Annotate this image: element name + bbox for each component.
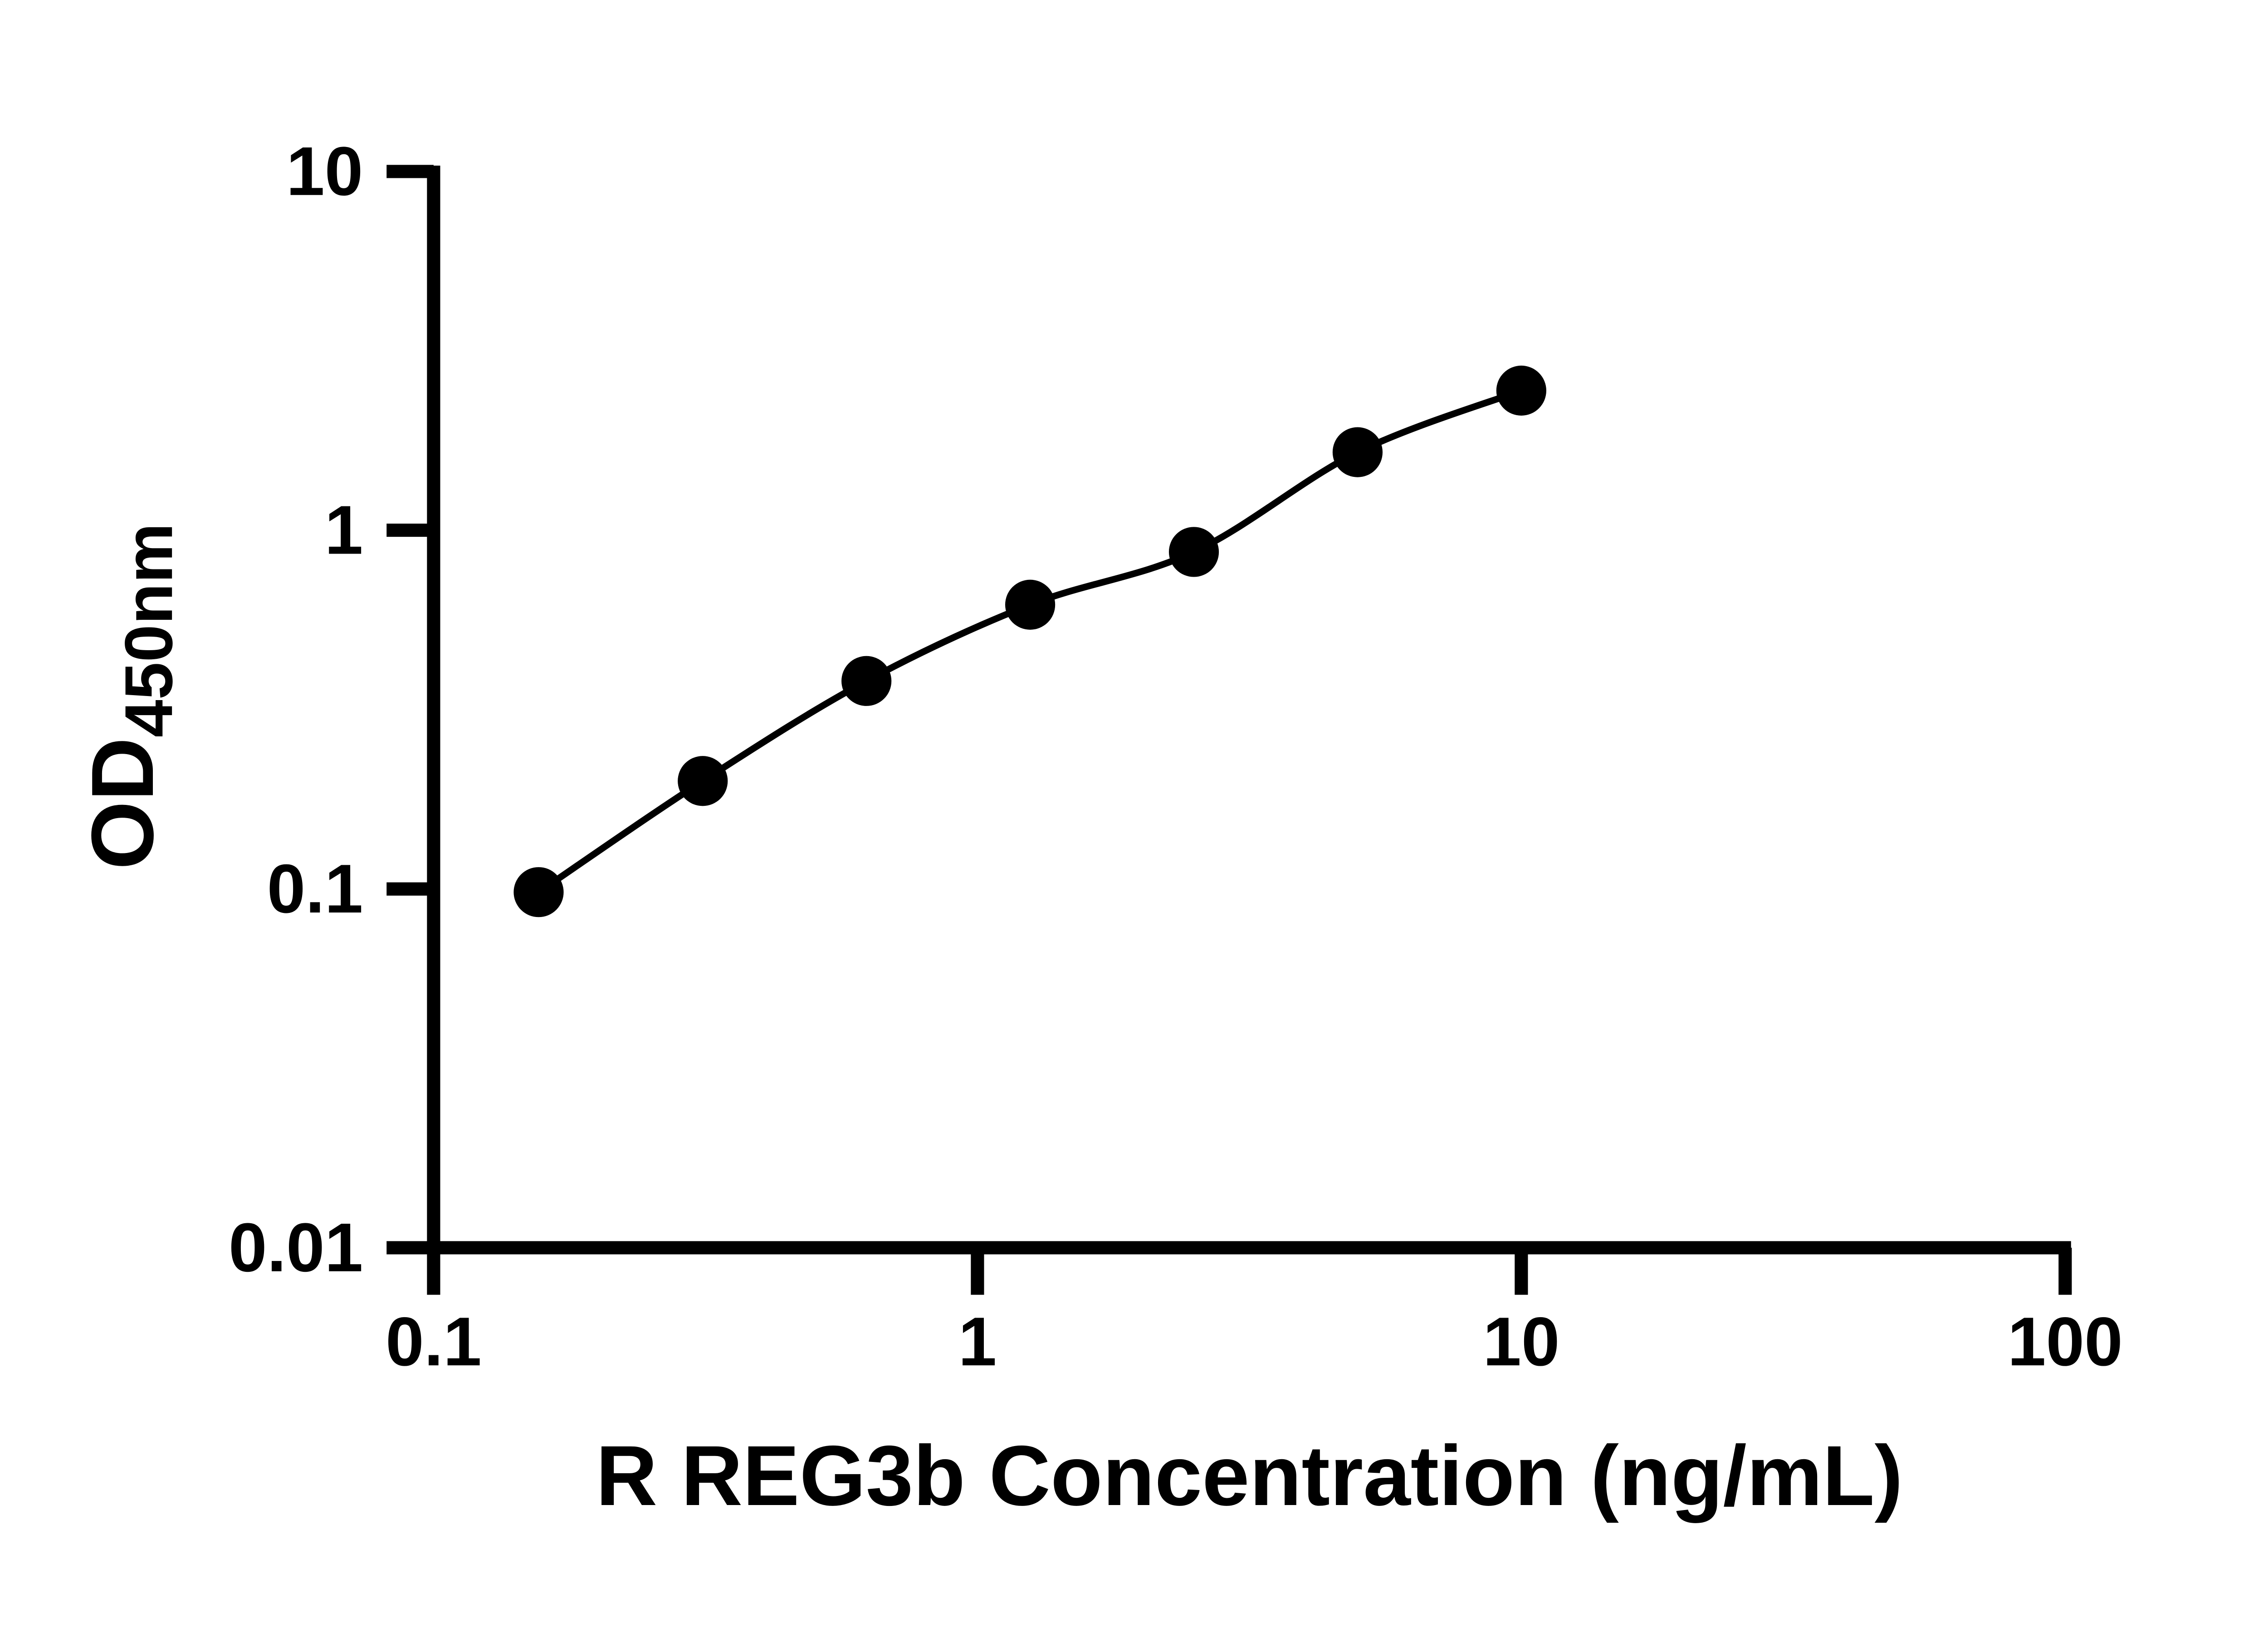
data-point <box>1168 527 1219 577</box>
y-tick-label: 10 <box>286 133 363 210</box>
y-axis-title: OD450nm <box>73 523 186 870</box>
plot-layer <box>513 365 1546 917</box>
x-tick-label: 100 <box>2008 1303 2123 1380</box>
y-tick-label: 0.1 <box>267 850 363 927</box>
data-point <box>841 656 892 706</box>
axes-layer: 0.01 0.1 1 10 0.1 1 10 100 <box>229 133 2123 1380</box>
data-point <box>1496 365 1546 416</box>
y-tick-label: 0.01 <box>229 1209 363 1286</box>
data-point <box>513 867 564 917</box>
data-point <box>1332 427 1383 477</box>
data-point <box>678 756 728 806</box>
x-tick-label: 0.1 <box>386 1303 482 1380</box>
data-point <box>1005 579 1056 630</box>
x-axis-title: R REG3b Concentration (ng/mL) <box>596 1428 1903 1523</box>
axis-frame <box>427 165 2071 1255</box>
y-tick-label: 1 <box>325 491 363 569</box>
y-axis-title-main: OD <box>73 737 172 870</box>
y-axis-title-subscript: 450nm <box>111 523 186 737</box>
x-tick-label: 1 <box>958 1303 997 1380</box>
x-tick-label: 10 <box>1483 1303 1559 1380</box>
